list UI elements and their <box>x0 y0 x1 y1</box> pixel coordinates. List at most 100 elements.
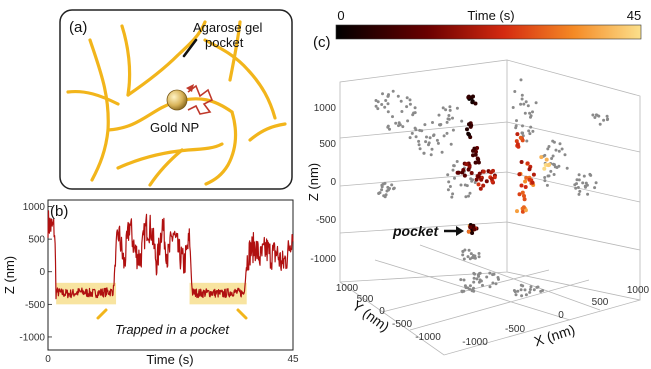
projection-point <box>472 271 476 275</box>
projection-point <box>576 186 580 189</box>
projection-point <box>593 116 597 119</box>
projection-point <box>469 252 473 256</box>
trajectory-point <box>460 170 465 175</box>
trajectory-point <box>464 162 469 167</box>
projection-point <box>405 105 409 109</box>
projection-point <box>376 107 380 111</box>
projection-point <box>591 113 595 117</box>
trajectory-point <box>476 160 481 165</box>
projection-point <box>445 120 449 124</box>
projection-point <box>594 181 598 185</box>
projection-point <box>531 129 535 133</box>
projection-point <box>552 163 556 167</box>
gold-nanoparticle <box>166 89 188 111</box>
trajectory-point <box>514 139 519 144</box>
panel-a-label: (a) <box>69 19 87 36</box>
projection-point <box>462 257 466 261</box>
back-wall-right <box>506 59 641 301</box>
projection-point <box>491 281 495 285</box>
projection-point <box>467 194 470 198</box>
projection-point <box>448 108 452 112</box>
projection-point <box>581 181 585 185</box>
projection-point <box>417 139 421 143</box>
projection-point <box>418 147 422 151</box>
trajectory-point <box>492 175 497 180</box>
projection-point <box>448 105 452 109</box>
projection-point <box>374 99 378 102</box>
trajectory-point <box>466 167 471 172</box>
projection-point <box>551 154 555 158</box>
trajectory-point <box>466 95 471 100</box>
projection-point <box>414 128 418 132</box>
projection-point <box>464 195 468 199</box>
projection-point <box>467 248 471 252</box>
projection-point <box>394 121 398 125</box>
trajectory-point <box>515 142 520 147</box>
projection-point <box>459 183 463 187</box>
trajectory-point <box>484 179 489 184</box>
projection-point <box>401 125 405 129</box>
colorbar <box>335 24 642 40</box>
projection-point <box>380 188 384 192</box>
trajectory-point <box>466 229 471 234</box>
projection-point <box>400 110 404 113</box>
trajectory-point <box>489 176 494 181</box>
projection-point <box>452 164 456 168</box>
projection-point <box>396 94 400 98</box>
trajectory-point <box>544 157 549 162</box>
projection-point <box>514 124 518 128</box>
projection-point <box>386 124 390 128</box>
trajectory-point <box>530 180 535 185</box>
projection-point <box>554 148 558 152</box>
projection-point <box>424 140 428 144</box>
trajectory-point <box>524 175 529 180</box>
projection-point <box>447 180 451 184</box>
gel-fiber <box>248 122 287 142</box>
projection-point <box>461 253 465 257</box>
projection-point <box>381 92 384 96</box>
trajectory-point <box>470 231 475 235</box>
trajectory-point <box>521 205 526 210</box>
projection-point <box>462 278 466 282</box>
projection-point <box>532 288 536 292</box>
yticks-label: 1000 <box>336 283 359 294</box>
projection-point <box>553 165 557 169</box>
projection-point <box>460 119 464 123</box>
projection-point <box>589 173 593 177</box>
projection-point <box>431 121 434 124</box>
projection-point <box>445 131 449 135</box>
projection-point <box>374 104 378 108</box>
projection-point <box>526 104 530 108</box>
projection-point <box>524 293 528 297</box>
trajectory-point <box>467 122 471 127</box>
particle-label: Gold NP <box>150 120 199 135</box>
x-axis-label-3d: X (nm) <box>532 321 577 349</box>
projection-point <box>414 135 418 139</box>
annotation-marker-right <box>236 308 248 320</box>
xticks-label: 0 <box>558 310 564 321</box>
zticks-label: 1000 <box>314 103 337 114</box>
pocket-arrowhead <box>456 226 464 236</box>
projection-point <box>545 183 549 187</box>
projection-point <box>575 178 579 182</box>
projection-point <box>405 96 409 100</box>
projection-point <box>392 186 396 190</box>
projection-point <box>386 94 390 98</box>
projection-point <box>546 147 550 151</box>
projection-point <box>473 181 477 184</box>
projection-point <box>497 277 500 281</box>
projection-point <box>523 111 527 115</box>
motion-arrowhead <box>186 84 194 92</box>
gel-fiber <box>203 38 277 120</box>
projection-point <box>543 179 547 183</box>
projection-point <box>448 185 452 188</box>
projection-point <box>521 134 525 138</box>
trajectory-point <box>476 182 481 187</box>
projection-point <box>586 192 590 196</box>
projection-point <box>516 289 520 293</box>
trajectory-point <box>481 169 486 174</box>
projection-point <box>605 118 609 122</box>
trajectory-point <box>519 183 524 188</box>
